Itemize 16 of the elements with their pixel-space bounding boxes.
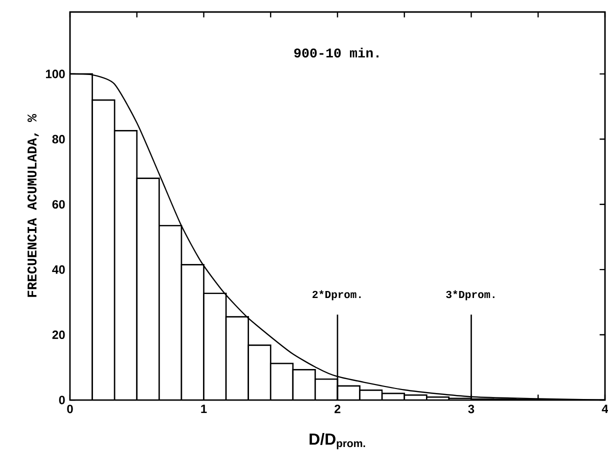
ref-line-label: 2*Dprom. (312, 290, 361, 300)
y-tick-label: 20 (52, 330, 65, 340)
x-tick-label: 2 (334, 404, 340, 414)
x-tick-label: 4 (602, 404, 608, 413)
y-axis-title: FRECUENCIA ACUMULADA, % (27, 114, 39, 297)
y-tick-label: 40 (52, 265, 65, 274)
y-tick-label: 0 (59, 396, 65, 404)
x-tick-label: 3 (468, 404, 474, 414)
x-axis-title: D/D$_{prom.}$ (310, 433, 366, 450)
x-tick-label: 0 (67, 404, 73, 414)
y-tick-label: 100 (46, 70, 65, 78)
ref-line-label: 3*Dprom. (446, 290, 494, 300)
text: 900-10 min. (294, 48, 378, 58)
x-tick-label: 1 (201, 404, 207, 413)
y-tick-label: 60 (52, 200, 65, 209)
y-tick-label: 80 (52, 134, 65, 144)
